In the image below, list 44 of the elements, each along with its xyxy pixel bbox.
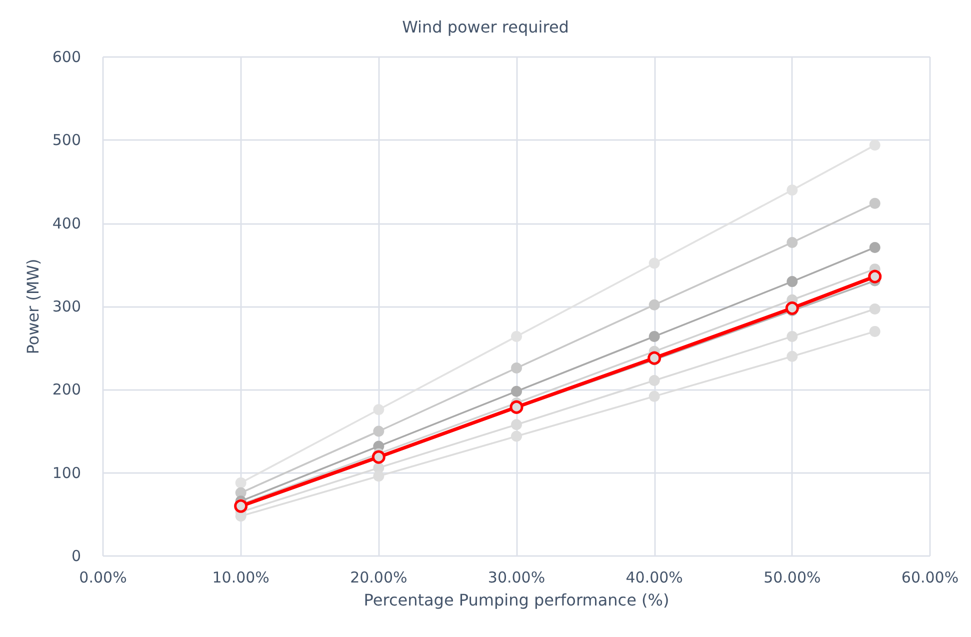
point [373,426,384,437]
point [648,330,660,342]
y-tick-label: 400 [52,214,81,232]
point [868,270,882,284]
point [648,375,660,386]
point [786,184,798,196]
point [869,304,880,314]
x-tick-label: 60.00% [901,568,959,586]
point [648,351,662,365]
point [869,198,880,209]
chart-title: Wind power required [402,18,569,36]
y-tick-label: 0 [71,547,81,565]
point [511,430,522,442]
x-tick-label: 30.00% [488,568,546,586]
point [869,326,880,337]
point [786,236,798,248]
point [511,419,522,430]
point [785,301,799,315]
y-tick-label: 200 [52,380,81,399]
point [786,350,798,362]
point [869,242,880,253]
point [786,330,798,342]
y-axis-title: Power (MW) [24,258,42,354]
x-tick-label: 0.00% [79,568,127,586]
y-tick-label: 100 [52,464,81,482]
y-tick-label: 300 [52,298,81,316]
point [511,362,522,374]
x-tick-label: 20.00% [350,568,408,586]
x-tick-label: 10.00% [212,568,270,586]
point [373,404,384,416]
point [648,299,660,310]
point [511,386,522,397]
point [648,258,660,269]
point [648,390,660,402]
x-axis-title: Percentage Pumping performance (%) [364,590,670,610]
point [869,140,880,151]
x-tick-label: 50.00% [764,568,821,586]
point [511,330,522,342]
point [235,477,246,488]
point [786,276,798,288]
point [373,470,384,482]
y-tick-label: 500 [52,131,81,150]
y-tick-label: 600 [52,48,81,66]
x-tick-label: 40.00% [626,568,683,586]
